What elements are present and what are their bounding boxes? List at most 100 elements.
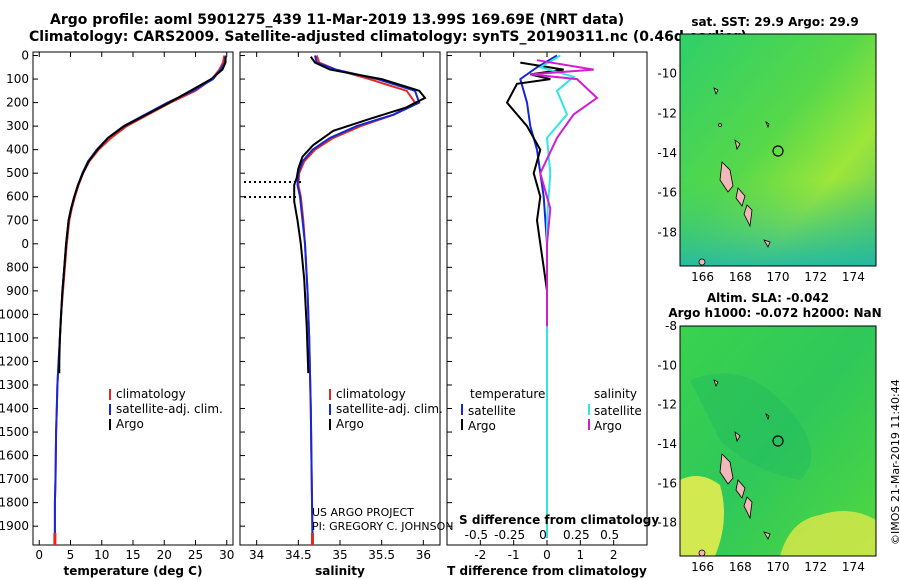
- temperature-panel-xtick-label: 15: [125, 548, 140, 562]
- temperature-panel-legend-label: climatology: [116, 387, 186, 401]
- diff-top-xtick-label: 0.25: [563, 528, 590, 542]
- diff-legend-label-s: satellite: [594, 404, 642, 418]
- diff-top-xtick-label: 0: [539, 528, 547, 542]
- difference-panel-xtick-label: 1: [577, 548, 585, 562]
- sla-map-title-line1: Altim. SLA: -0.042: [707, 291, 829, 305]
- salinity-panel-xtick-label: 34: [249, 548, 264, 562]
- sla-map-anomaly-east: [780, 511, 876, 556]
- credit-project: US ARGO PROJECT: [312, 506, 414, 519]
- depth-ytick-label: 600: [6, 190, 29, 204]
- depth-ytick-label: 700: [6, 213, 29, 227]
- sst-map: [679, 33, 877, 267]
- sst-map-frame: [679, 33, 877, 267]
- depth-ytick-label: 300: [6, 119, 29, 133]
- sla-map-xtick-label: 174: [842, 560, 865, 574]
- difference-panel-xlabel: T difference from climatology: [447, 564, 647, 578]
- sst-map-xtick-label: 168: [729, 270, 752, 284]
- sla-map-ytick-label: -12: [657, 398, 677, 412]
- depth-ytick-label: 1800: [0, 496, 29, 510]
- sla-argo-marker: [772, 435, 784, 447]
- temperature-panel-series-satellite-adj-clim-: [53, 55, 228, 538]
- difference-panel-series-t-satellite: [519, 54, 558, 538]
- sst-map-xtick-label: 170: [767, 270, 790, 284]
- salinity-panel-series-satellite-adj-clim-: [296, 55, 421, 538]
- sst-map-ytick-label: -12: [657, 106, 677, 120]
- sla-map-ytick-label: -16: [657, 476, 677, 490]
- salinity-panel-legend-label: climatology: [336, 387, 406, 401]
- difference-panel-xtick-label: 0: [543, 548, 551, 562]
- temperature-panel: 0 5 10 15 20 25 30 temperature (deg C) 0 100 200 30…: [0, 49, 234, 578]
- salinity-panel-legend-label: satellite-adj. clim.: [336, 402, 443, 416]
- difference-panel-series-t-argo: [505, 61, 564, 327]
- sst-map-title: sat. SST: 29.9 Argo: 29.9: [691, 15, 858, 29]
- difference-panel: -2 -1 0 1 2 T difference from climatology temp…: [446, 51, 659, 578]
- depth-ytick-label: 1200: [0, 354, 29, 368]
- depth-ytick-label: 200: [6, 96, 29, 110]
- salinity-panel-xtick-label: 35: [332, 548, 347, 562]
- depth-ytick-label: 1600: [0, 449, 29, 463]
- sla-map-ytick-label: -14: [657, 437, 677, 451]
- temperature-panel-series-argo: [58, 56, 227, 374]
- sst-map-xtick-label: 172: [804, 270, 827, 284]
- figure-title-line1: Argo profile: aoml 5901275_439 11-Mar-20…: [50, 12, 625, 28]
- sst-map-islands: [698, 87, 771, 266]
- diff-top-xtick-label: -0.25: [494, 528, 525, 542]
- difference-panel-xtick-label: -2: [474, 548, 486, 562]
- diff-top-xtick-label: -0.5: [465, 528, 488, 542]
- difference-panel-xtick-label: -1: [508, 548, 520, 562]
- salinity-panel-xtick-label: 35.5: [368, 548, 395, 562]
- depth-ytick-label: 0: [21, 237, 29, 251]
- depth-ytick-label: 400: [6, 143, 29, 157]
- sla-map-xtick-label: 170: [767, 560, 790, 574]
- sst-map-shade: [680, 180, 876, 266]
- temperature-panel-xlabel: temperature (deg C): [64, 564, 203, 578]
- diff-legend-label-t: Argo: [468, 419, 496, 433]
- salinity-panel-xtick-label: 34.5: [285, 548, 312, 562]
- figure-title-line2: Climatology: CARS2009. Satellite-adjuste…: [29, 29, 747, 45]
- depth-ytick-label: 1400: [0, 402, 29, 416]
- salinity-panel-legend-label: Argo: [336, 417, 364, 431]
- difference-panel-series-s-argo: [530, 59, 599, 327]
- temperature-panel-xtick-label: 5: [67, 548, 75, 562]
- sla-map: [679, 325, 877, 557]
- sla-map-ytick-label: -8: [665, 319, 677, 333]
- salinity-panel-series-climatology: [297, 55, 417, 538]
- difference-panel-xtick-label: 2: [610, 548, 618, 562]
- salinity-panel-xtick-label: 36: [416, 548, 431, 562]
- temperature-panel-xtick-label: 25: [188, 548, 203, 562]
- temperature-panel-legend-label: satellite-adj. clim.: [116, 402, 223, 416]
- temperature-panel-xtick-label: 30: [219, 548, 234, 562]
- diff-legend-title-salinity: salinity: [594, 387, 637, 401]
- salinity-panel-xlabel: salinity: [315, 564, 365, 578]
- salinity-panel-series-argo: [293, 56, 427, 374]
- depth-ytick-label: 900: [6, 284, 29, 298]
- sla-map-low: [690, 373, 812, 480]
- depth-ytick-label: 100: [6, 72, 29, 86]
- temperature-panel-xtick-label: 0: [35, 548, 43, 562]
- depth-ytick-label: 0: [21, 49, 29, 63]
- sst-map-ytick-label: -16: [657, 186, 677, 200]
- sst-map-xtick-label: 174: [842, 270, 865, 284]
- salinity-panel: 34 34.5 35 35.5 36 salinity climatologysatelli…: [239, 51, 443, 578]
- diff-legend-title-temperature: temperature: [470, 387, 545, 401]
- temperature-panel-series-climatology: [53, 55, 226, 538]
- sla-map-xtick-label: 168: [729, 560, 752, 574]
- diff-legend-label-s: Argo: [594, 419, 622, 433]
- diff-top-xtick-label: 0.5: [600, 528, 619, 542]
- temperature-panel-xtick-label: 20: [157, 548, 172, 562]
- salinity-panel-frame: [239, 51, 441, 546]
- diff-legend-label-t: satellite: [468, 404, 516, 418]
- depth-ytick-label: 1700: [0, 472, 29, 486]
- sla-map-ytick-label: -18: [657, 516, 677, 530]
- depth-ytick-label: 1900: [0, 519, 29, 533]
- difference-panel-series-s-satellite: [537, 54, 576, 538]
- diff-top-xlabel: S difference from climatology: [459, 513, 659, 527]
- temperature-panel-xtick-label: 10: [94, 548, 109, 562]
- sla-map-islands: [698, 379, 771, 557]
- credit-pi: PI: GREGORY C. JOHNSON: [312, 520, 453, 533]
- sla-map-anomaly-west: [680, 476, 724, 556]
- sst-map-ytick-label: -14: [657, 146, 677, 160]
- depth-ytick-label: 1300: [0, 378, 29, 392]
